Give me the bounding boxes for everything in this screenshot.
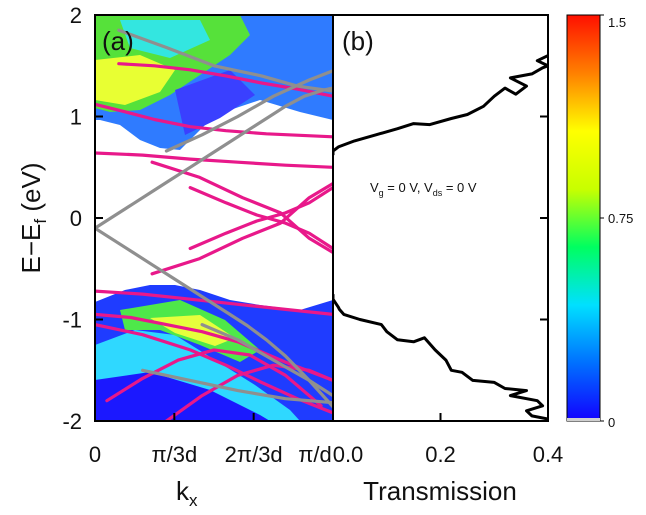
x-tick-label-b: 0.0 [333, 442, 364, 467]
transmission-curve-1 [333, 54, 548, 156]
band-line-magenta_bands-10 [105, 348, 323, 408]
band-line-gray_bands-12 [95, 86, 333, 230]
band-line-magenta_bands-7 [95, 289, 333, 316]
panel-a-bands [95, 28, 333, 421]
band-line-magenta_bands-5 [117, 62, 333, 98]
bias-annotation: Vg = 0 V, Vds = 0 V [370, 180, 477, 198]
band-line-gray_bands-17 [141, 368, 333, 405]
heatmap-top-yellow [95, 55, 175, 105]
y-tick-label: -1 [62, 308, 82, 333]
x-tick-label-b: 0.2 [425, 442, 456, 467]
colorbar-tick-label: 0 [608, 415, 615, 430]
band-line-magenta_bands-2 [150, 181, 333, 276]
x-tick-label-a: π/3d [151, 442, 197, 467]
heatmap-top-cyan [120, 20, 210, 58]
x-tick-label-a: π/d [298, 442, 332, 467]
panel-b-transmission [333, 54, 548, 421]
band-line-gray_bands-13 [95, 226, 333, 409]
band-line-gray_bands-16 [200, 323, 333, 398]
panel-a-heatmap [95, 15, 333, 421]
band-line-gray_bands-14 [164, 69, 333, 153]
axis-ticks: 2 1 0 -1 -2 0 π/3d 2π/3d π/d 0.0 0.2 0.4 [62, 3, 563, 467]
heatmap-top-blue-patch [175, 70, 255, 135]
y-axis-title: E−Ef (eV) [16, 163, 50, 274]
colorbar-ticks: 1.5 0.75 0 [600, 14, 633, 430]
x-tick-label-b: 0.4 [533, 442, 564, 467]
band-line-magenta_bands-3 [188, 186, 333, 251]
band-line-magenta_bands-8 [95, 312, 333, 382]
y-tick-label: 0 [70, 206, 82, 231]
band-line-magenta_bands-11 [164, 363, 333, 421]
colorbar-zero-band [567, 418, 600, 421]
y-tick-label: 1 [70, 105, 82, 130]
band-line-magenta_bands-0 [95, 151, 333, 169]
band-line-magenta_bands-6 [95, 102, 333, 139]
band-line-magenta_bands-4 [188, 186, 333, 251]
heatmap-bottom-blue [95, 372, 270, 421]
y-tick-label: -2 [62, 409, 82, 434]
colorbar [566, 14, 601, 422]
x-tick-label-a: 0 [89, 442, 101, 467]
band-line-gray_bands-15 [117, 28, 333, 93]
x-axis-title-b: Transmission [363, 476, 517, 506]
x-axis-title-a: kx [176, 476, 198, 510]
panel-a-label: (a) [102, 26, 134, 56]
colorbar-tick-label: 0.75 [608, 211, 633, 226]
x-tick-label-a: 2π/3d [225, 442, 283, 467]
panel-b-label: (b) [342, 26, 374, 56]
y-tick-label: 2 [70, 3, 82, 28]
colorbar-tick-label: 1.5 [608, 15, 626, 30]
transmission-curve-0 [333, 294, 548, 421]
band-line-magenta_bands-1 [150, 160, 333, 255]
